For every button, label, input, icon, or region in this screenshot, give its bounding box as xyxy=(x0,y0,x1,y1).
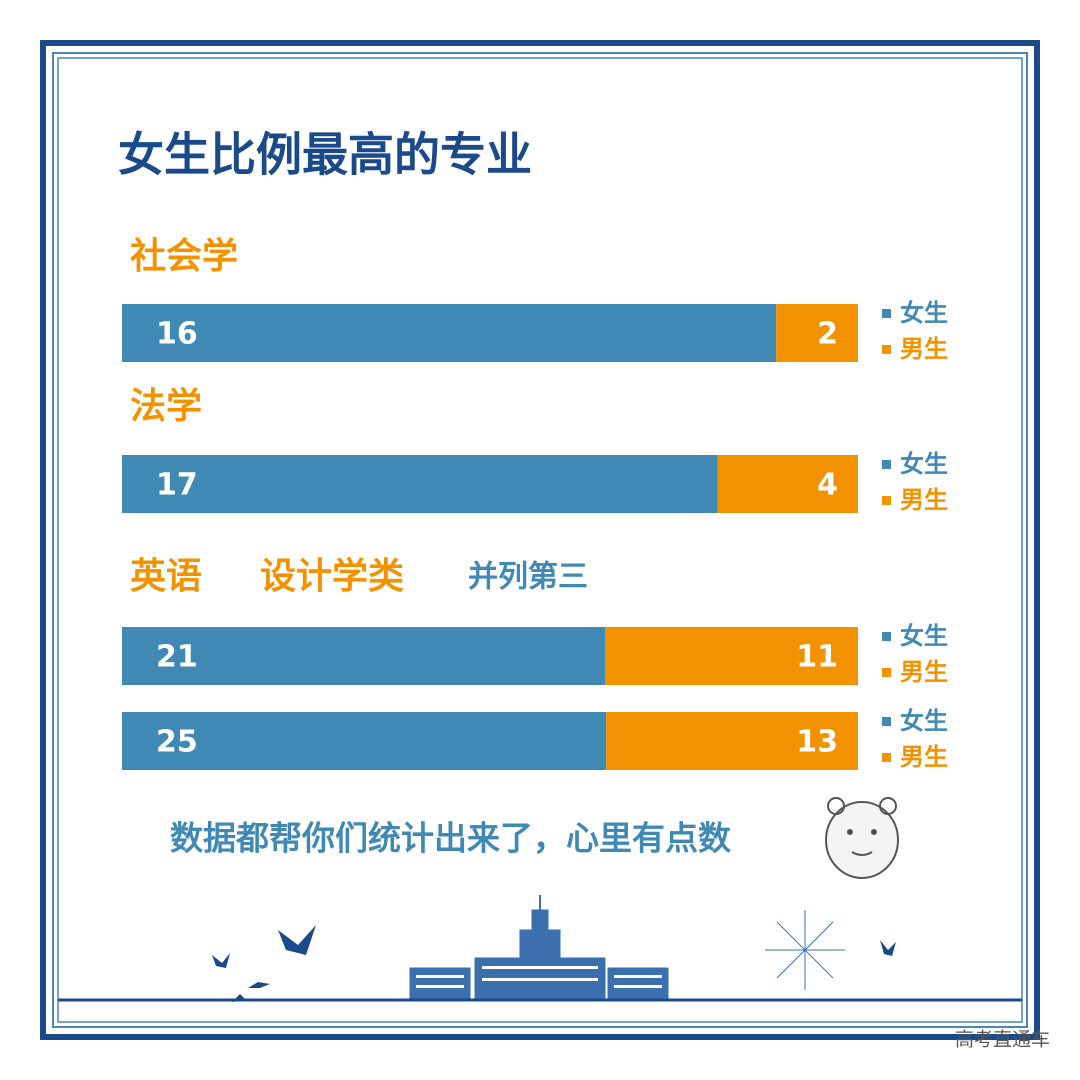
value-label: 25 xyxy=(156,725,198,760)
inner-frame xyxy=(52,52,1028,1028)
bar-segment xyxy=(122,627,605,685)
legend-label: 男生 xyxy=(900,743,948,771)
legend-label: 女生 xyxy=(900,707,948,735)
bar-segment xyxy=(606,712,858,770)
legend-swatch xyxy=(882,460,891,469)
legend-swatch xyxy=(882,345,891,354)
legend-label: 女生 xyxy=(900,450,948,478)
value-label: 21 xyxy=(156,640,198,675)
watermark: 高考直通车 xyxy=(955,1029,1050,1051)
legend-swatch xyxy=(882,632,891,641)
legend-swatch xyxy=(882,668,891,677)
value-label: 13 xyxy=(796,725,838,760)
note: 并列第三 xyxy=(468,560,588,595)
legend-swatch xyxy=(882,496,891,505)
category-label: 英语 xyxy=(130,556,202,597)
legend-label: 男生 xyxy=(900,335,948,363)
legend-label: 男生 xyxy=(900,658,948,686)
category-label: 设计学类 xyxy=(260,555,404,597)
legend-swatch xyxy=(882,753,891,762)
bar-segment xyxy=(605,627,858,685)
bar-segment xyxy=(776,304,858,362)
legend-swatch xyxy=(882,309,891,318)
firework xyxy=(765,910,845,990)
legend-label: 女生 xyxy=(900,622,948,650)
legend-label: 女生 xyxy=(900,299,948,327)
skyline xyxy=(409,895,669,1001)
value-label: 11 xyxy=(796,640,838,675)
value-label: 16 xyxy=(156,317,198,352)
bar-segment xyxy=(122,712,607,770)
footer-text: 数据都帮你们统计出来了，心里有点数 xyxy=(170,819,732,858)
category-label: 法学 xyxy=(130,385,202,427)
value-label: 17 xyxy=(156,468,198,503)
category-label: 社会学 xyxy=(130,235,238,277)
value-label: 2 xyxy=(817,317,838,352)
legend-label: 男生 xyxy=(900,486,948,514)
legend-swatch xyxy=(882,717,891,726)
outer-frame xyxy=(40,40,1040,1040)
bar-segment xyxy=(122,304,777,362)
chart-title: 女生比例最高的专业 xyxy=(118,128,532,182)
bar-segment xyxy=(717,455,858,513)
inner-frame xyxy=(57,57,1023,1023)
bear-icon xyxy=(825,797,899,879)
value-label: 4 xyxy=(817,468,838,503)
bar-segment xyxy=(122,455,718,513)
